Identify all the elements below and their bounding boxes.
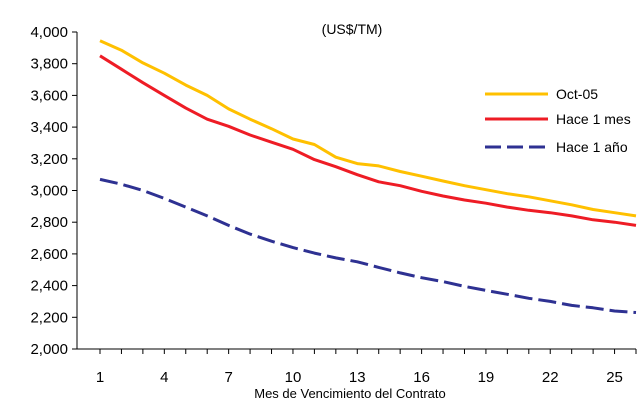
series-line-1 [99,39,637,218]
x-axis-title: Mes de Vencimiento del Contrato [254,386,446,401]
x-tick-label: 19 [478,369,495,386]
x-tick-label: 1 [96,369,104,386]
y-tick-label: 2,000 [30,341,68,358]
legend: Oct-05 Hace 1 mes Hace 1 año [485,86,631,155]
legend-label-2: Hace 1 mes [556,111,631,127]
legend-label-3: Hace 1 año [556,139,628,155]
series-line-2 [99,54,637,227]
y-tick-label: 3,800 [30,56,68,73]
x-tick-label: 25 [606,369,623,386]
x-tick-label: 13 [349,369,366,386]
y-tick-label: 4,000 [30,24,68,41]
x-tick-label: 22 [542,369,559,386]
unit-label: (US$/TM) [322,21,383,37]
y-tick-label: 3,600 [30,87,68,104]
x-tick-label: 16 [413,369,430,386]
y-tick-label: 2,600 [30,246,68,263]
x-tick-label: 7 [224,369,232,386]
y-axis-ticks: 2,000 2,200 2,400 2,600 2,800 3,000 3,200 3,400… [30,24,77,358]
x-tick-label: 4 [160,369,168,386]
y-tick-label: 3,400 [30,119,68,136]
y-tick-label: 3,000 [30,183,68,200]
series-layer [99,39,637,314]
x-axis-ticks: 1 4 7 10 13 16 19 22 25 [96,349,637,386]
y-tick-label: 2,400 [30,278,68,295]
y-tick-label: 2,200 [30,309,68,326]
y-tick-label: 2,800 [30,214,68,231]
y-tick-label: 3,200 [30,151,68,168]
x-tick-label: 10 [285,369,302,386]
series-line-3 [99,177,637,314]
legend-label-1: Oct-05 [556,86,598,102]
